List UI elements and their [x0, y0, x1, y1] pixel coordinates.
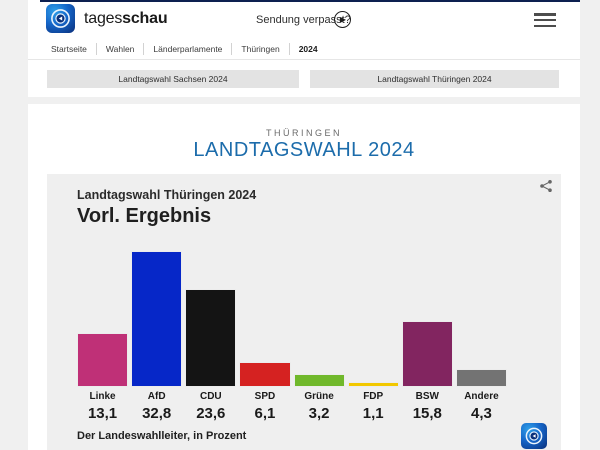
party-label: BSW	[415, 391, 439, 402]
tab-landtagswahl-thueringen[interactable]: Landtagswahl Thüringen 2024	[310, 70, 559, 88]
result-chart-card: Landtagswahl Thüringen 2024 Vorl. Ergebn…	[47, 174, 561, 450]
breadcrumb: Startseite Wahlen Länderparlamente Thüri…	[50, 43, 319, 55]
bar-group: AfD 32,8	[131, 250, 183, 422]
chart-source: Der Landeswahlleiter, in Prozent	[77, 430, 247, 442]
bar-group: CDU 23,6	[185, 250, 237, 422]
bar-group: SPD 6,1	[239, 250, 291, 422]
bar-CDU	[185, 289, 237, 387]
share-icon[interactable]	[539, 179, 553, 193]
bar-group: Grüne 3,2	[293, 250, 345, 422]
tagesschau-logo-icon[interactable]	[46, 4, 75, 33]
breadcrumb-divider	[231, 43, 233, 55]
breadcrumb-2024[interactable]: 2024	[298, 44, 318, 54]
party-label: Andere	[464, 391, 499, 402]
party-label: FDP	[363, 391, 384, 402]
tab-landtagswahl-sachsen[interactable]: Landtagswahl Sachsen 2024	[47, 70, 299, 88]
party-value: 6,1	[254, 405, 276, 422]
region-kicker: THÜRINGEN	[266, 128, 342, 138]
header-separator	[28, 59, 580, 60]
party-label: CDU	[199, 391, 222, 402]
breadcrumb-divider	[143, 43, 145, 55]
top-accent-line	[40, 0, 580, 2]
bar-Andere	[455, 369, 507, 387]
party-label: AfD	[147, 391, 166, 402]
bar-Linke	[77, 332, 129, 387]
brand-schau: schau	[122, 10, 168, 27]
party-value: 15,8	[412, 405, 442, 422]
breadcrumb-thueringen[interactable]: Thüringen	[241, 44, 280, 54]
breadcrumb-startseite[interactable]: Startseite	[51, 44, 87, 54]
bar-group: Andere 4,3	[455, 250, 507, 422]
party-value: 32,8	[142, 405, 172, 422]
party-label: SPD	[254, 391, 276, 402]
brand-tages: tages	[84, 10, 123, 27]
bar-group: Linke 13,1	[77, 250, 129, 422]
bar-group: BSW 15,8	[401, 250, 453, 422]
party-value: 3,2	[308, 405, 330, 422]
breadcrumb-divider	[95, 43, 97, 55]
party-value: 1,1	[362, 405, 384, 422]
bar-chart: Linke 13,1 AfD 32,8 CDU 23,6 SPD 6,1 Grüne 3,2 FDP…	[77, 250, 507, 422]
bar-FDP	[347, 382, 399, 387]
sendung-verpasst-link[interactable]: Sendung verpasst?	[256, 14, 351, 26]
party-value: 23,6	[196, 405, 226, 422]
party-label: Linke	[89, 391, 116, 402]
menu-icon[interactable]	[534, 13, 556, 27]
bar-group: FDP 1,1	[347, 250, 399, 422]
chart-subtitle: Vorl. Ergebnis	[77, 205, 212, 227]
bar-AfD	[131, 250, 183, 387]
bar-Grüne	[293, 373, 345, 387]
chart-title: Landtagswahl Thüringen 2024	[77, 188, 257, 202]
breadcrumb-wahlen[interactable]: Wahlen	[105, 44, 135, 54]
breadcrumb-divider	[288, 43, 290, 55]
tagesschau-app-icon	[521, 423, 547, 449]
party-label: Grüne	[304, 391, 334, 402]
breadcrumb-laenderparlamente[interactable]: Länderparlamente	[153, 44, 223, 54]
bar-SPD	[239, 361, 291, 387]
party-value: 4,3	[471, 405, 492, 422]
play-icon[interactable]: ▶	[334, 11, 351, 28]
bar-BSW	[401, 321, 453, 387]
page-title: LANDTAGSWAHL 2024	[193, 139, 415, 161]
brand-wordmark[interactable]: tagesschau	[84, 10, 168, 28]
party-value: 13,1	[87, 405, 118, 422]
